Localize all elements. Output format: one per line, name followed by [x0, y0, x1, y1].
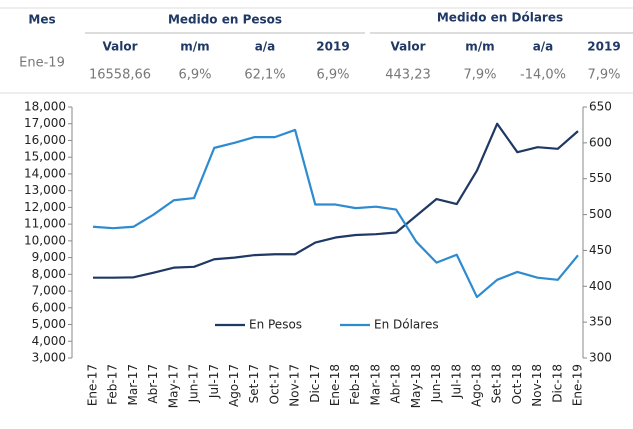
- x-tick-label: Set-17: [247, 364, 261, 403]
- x-tick-label: Nov-17: [288, 364, 302, 407]
- x-tick-label: May-18: [409, 364, 423, 408]
- table-cell: 62,1%: [244, 68, 285, 83]
- y-tick-label: 10,000: [24, 233, 66, 247]
- x-tick-label: Mar-18: [368, 364, 382, 405]
- table-subheader: a/a: [255, 40, 276, 54]
- x-tick-label: Ene-17: [86, 364, 100, 406]
- table-subheader: m/m: [465, 40, 494, 54]
- y-tick-label: 13,000: [24, 183, 66, 197]
- table-cell: 7,9%: [587, 68, 620, 83]
- x-tick-label: Dic-18: [550, 364, 564, 403]
- x-tick-label: Oct-17: [267, 364, 281, 404]
- y-tick-label: 17,000: [24, 116, 66, 130]
- y2-tick-label: 400: [589, 279, 612, 293]
- y-tick-label: 9,000: [32, 250, 66, 264]
- x-tick-label: Nov-18: [530, 364, 544, 407]
- table-cell: Ene-19: [19, 56, 65, 71]
- x-tick-label: Jun-18: [429, 364, 443, 403]
- y-tick-label: 15,000: [24, 150, 66, 164]
- x-tick-label: Feb-17: [106, 364, 120, 405]
- y-tick-label: 7,000: [32, 284, 66, 298]
- y-tick-label: 3,000: [32, 351, 66, 365]
- y2-tick-label: 550: [589, 171, 612, 185]
- x-tick-label: Abr-18: [389, 364, 403, 404]
- x-tick-label: Dic-17: [308, 364, 322, 403]
- x-tick-label: Set-18: [490, 364, 504, 403]
- y-tick-label: 18,000: [24, 100, 66, 114]
- table-header: Medido en Pesos: [168, 13, 282, 27]
- table-subheader: 2019: [587, 40, 620, 54]
- y-tick-label: 6,000: [32, 300, 66, 314]
- table-header: Mes: [28, 13, 55, 27]
- y-tick-label: 5,000: [32, 317, 66, 331]
- y2-tick-label: 500: [589, 207, 612, 221]
- table-cell: 16558,66: [89, 68, 151, 83]
- x-tick-label: Oct-18: [510, 364, 524, 404]
- x-tick-label: Jul-17: [207, 364, 221, 399]
- line-series: [92, 128, 579, 299]
- y-tick-label: 4,000: [32, 334, 66, 348]
- line-series: [93, 122, 579, 279]
- legend-label: En Dólares: [374, 318, 439, 332]
- y-tick-label: 12,000: [24, 200, 66, 214]
- table-cell: 6,9%: [316, 68, 349, 83]
- x-tick-label: Abr-17: [146, 364, 160, 404]
- table-subheader: Valor: [390, 40, 425, 54]
- table-cell: 443,23: [385, 68, 431, 83]
- x-tick-label: Jul-18: [449, 364, 463, 399]
- x-tick-label: Ago-17: [227, 364, 241, 407]
- y2-tick-label: 600: [589, 135, 612, 149]
- table-cell: 7,9%: [463, 68, 496, 83]
- y-tick-label: 11,000: [24, 217, 66, 231]
- y-tick-label: 8,000: [32, 267, 66, 281]
- y2-tick-label: 650: [589, 100, 612, 114]
- y2-tick-label: 350: [589, 315, 612, 329]
- legend-label: En Pesos: [249, 318, 302, 332]
- x-tick-label: Mar-17: [126, 364, 140, 405]
- x-tick-label: Ene-18: [328, 364, 342, 406]
- y-tick-label: 16,000: [24, 133, 66, 147]
- y-tick-label: 14,000: [24, 166, 66, 180]
- x-tick-label: Jun-17: [187, 364, 201, 403]
- table-subheader: Valor: [102, 40, 137, 54]
- table-cell: -14,0%: [520, 68, 566, 83]
- table-cell: 6,9%: [178, 68, 211, 83]
- x-tick-label: Feb-18: [348, 364, 362, 405]
- table-subheader: a/a: [533, 40, 554, 54]
- table-header: Medido en Dólares: [437, 11, 563, 25]
- x-tick-label: May-17: [166, 364, 180, 408]
- y2-tick-label: 450: [589, 243, 612, 257]
- x-tick-label: Ago-18: [469, 364, 483, 407]
- table-subheader: m/m: [180, 40, 209, 54]
- x-tick-label: Ene-19: [571, 364, 585, 406]
- y2-tick-label: 300: [589, 351, 612, 365]
- table-subheader: 2019: [316, 40, 349, 54]
